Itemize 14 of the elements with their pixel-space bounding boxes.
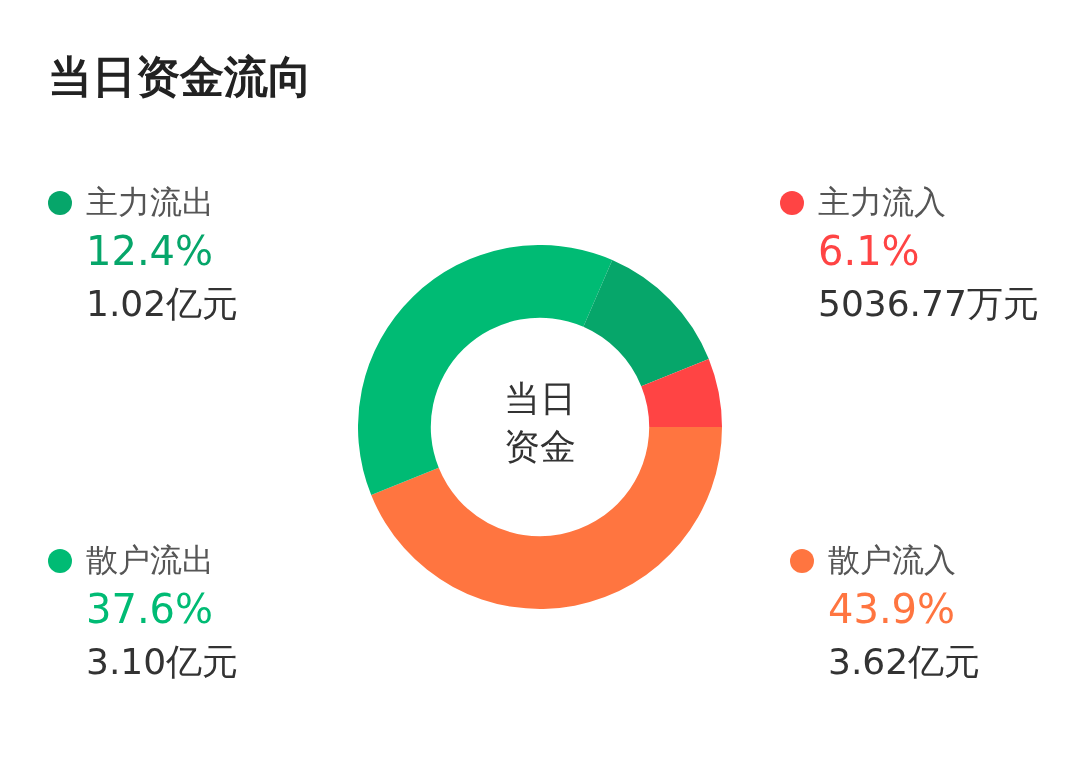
text: 1.02亿元	[86, 283, 239, 324]
data-label: 37.6%	[86, 585, 215, 634]
text: 5036.77万元	[818, 283, 1039, 324]
legend-label: 主力流入	[818, 182, 946, 223]
legend-label: 主力流出	[86, 182, 214, 223]
text: 当日资金	[503, 377, 577, 469]
text: 3.10亿元	[86, 641, 239, 682]
chart-title: 当日资金流向	[48, 50, 312, 104]
legend-label: 散户流出	[86, 540, 214, 581]
legend-label: 散户流入	[828, 540, 956, 581]
data-label: 12.4%	[86, 227, 215, 276]
data-label: 6.1%	[818, 227, 921, 276]
text: 3.62亿元	[828, 641, 981, 682]
data-label: 43.9%	[828, 585, 957, 634]
